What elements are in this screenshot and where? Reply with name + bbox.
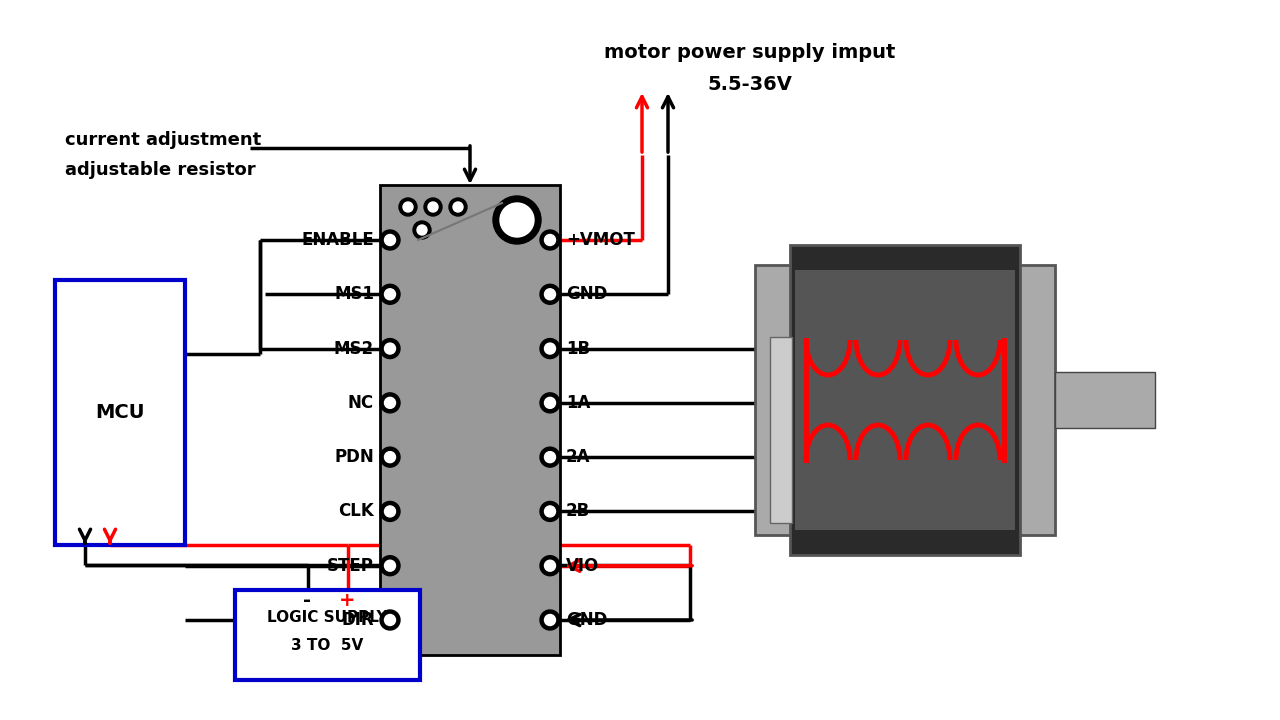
Circle shape	[380, 284, 399, 305]
Circle shape	[380, 338, 399, 359]
Text: adjustable resistor: adjustable resistor	[65, 161, 256, 179]
Text: 1A: 1A	[566, 394, 590, 412]
Text: +: +	[339, 590, 356, 610]
Circle shape	[540, 284, 561, 305]
Bar	[236, 590, 420, 680]
Circle shape	[384, 235, 396, 246]
Text: 5.5-36V: 5.5-36V	[708, 74, 792, 94]
Circle shape	[380, 556, 399, 576]
Text: +VMOT: +VMOT	[566, 231, 635, 249]
Circle shape	[384, 289, 396, 300]
Text: 3 TO  5V: 3 TO 5V	[292, 637, 364, 652]
Circle shape	[399, 198, 417, 216]
Circle shape	[424, 198, 442, 216]
Text: MS1: MS1	[334, 285, 374, 303]
Circle shape	[384, 614, 396, 626]
Circle shape	[384, 343, 396, 354]
Bar	[771, 336, 792, 523]
Circle shape	[380, 447, 399, 467]
Circle shape	[500, 203, 534, 237]
Text: CLK: CLK	[338, 503, 374, 521]
Circle shape	[413, 221, 431, 239]
Circle shape	[544, 397, 556, 408]
Text: LOGIC SUPPLY: LOGIC SUPPLY	[268, 611, 388, 626]
Text: GND: GND	[566, 611, 608, 629]
Text: 2B: 2B	[566, 503, 590, 521]
Text: STEP: STEP	[328, 557, 374, 575]
Text: current adjustment: current adjustment	[65, 131, 261, 149]
Circle shape	[384, 506, 396, 517]
Text: VIO: VIO	[566, 557, 599, 575]
Text: ENABLE: ENABLE	[301, 231, 374, 249]
Text: 2A: 2A	[566, 448, 590, 466]
Circle shape	[544, 343, 556, 354]
Text: GND: GND	[566, 285, 608, 303]
Circle shape	[384, 451, 396, 463]
Text: 1B: 1B	[566, 340, 590, 358]
Circle shape	[449, 198, 467, 216]
Circle shape	[540, 230, 561, 250]
Circle shape	[544, 289, 556, 300]
Circle shape	[540, 556, 561, 576]
Circle shape	[544, 451, 556, 463]
Text: PDN: PDN	[334, 448, 374, 466]
Text: motor power supply imput: motor power supply imput	[604, 42, 896, 61]
Circle shape	[380, 393, 399, 413]
Text: NC: NC	[348, 394, 374, 412]
Bar	[1055, 372, 1155, 428]
Circle shape	[540, 338, 561, 359]
Circle shape	[540, 610, 561, 630]
Circle shape	[540, 447, 561, 467]
Circle shape	[380, 230, 399, 250]
Circle shape	[428, 202, 438, 212]
Text: DIR: DIR	[342, 611, 374, 629]
Bar	[755, 265, 795, 535]
Text: MCU: MCU	[95, 403, 145, 422]
Circle shape	[544, 506, 556, 517]
Circle shape	[384, 560, 396, 571]
Circle shape	[403, 202, 413, 212]
Bar	[55, 280, 186, 545]
Bar	[790, 245, 1020, 555]
Circle shape	[417, 225, 428, 235]
Bar	[1015, 265, 1055, 535]
Circle shape	[544, 560, 556, 571]
Bar	[380, 185, 561, 655]
Circle shape	[380, 610, 399, 630]
Text: MS2: MS2	[334, 340, 374, 358]
Circle shape	[544, 235, 556, 246]
Text: -: -	[303, 590, 311, 610]
Circle shape	[493, 196, 541, 244]
Circle shape	[540, 501, 561, 521]
Circle shape	[384, 397, 396, 408]
Circle shape	[380, 501, 399, 521]
Circle shape	[544, 614, 556, 626]
Circle shape	[453, 202, 463, 212]
Bar	[795, 270, 1015, 530]
Circle shape	[540, 393, 561, 413]
